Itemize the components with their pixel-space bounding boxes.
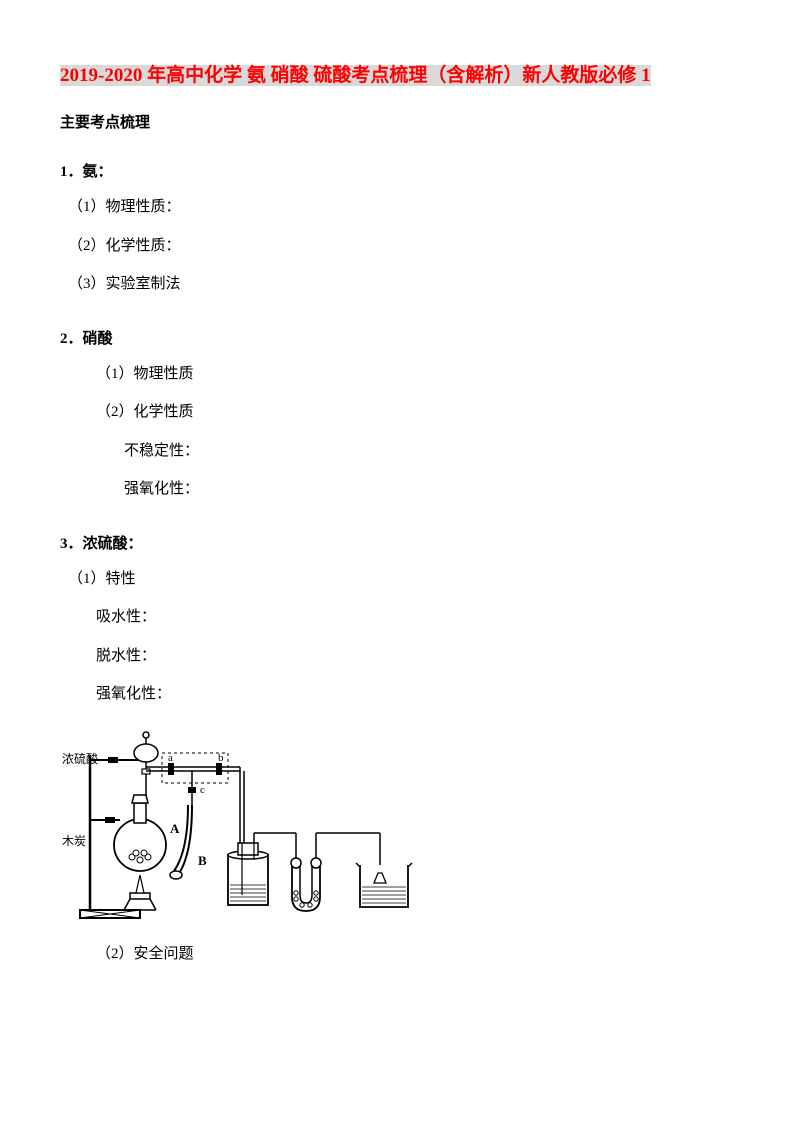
sec1-item2: （2）化学性质： (68, 232, 740, 261)
sec2-item4: 强氧化性： (124, 475, 740, 504)
section1-head: 1．氨： (60, 160, 740, 181)
sec3-item1: （1）特性 (68, 565, 740, 594)
sec3-after: （2）安全问题 (96, 942, 740, 963)
label-A: A (170, 821, 180, 836)
section3-head: 3．浓硫酸： (60, 532, 740, 553)
label-a: a (168, 752, 173, 764)
title-rest: 年高中化学 氨 硝酸 硫酸考点梳理（含解析）新人教版必修 1 (142, 65, 650, 86)
page-title: 2019-2020 年高中化学 氨 硝酸 硫酸考点梳理（含解析）新人教版必修 1 (60, 60, 740, 87)
label-carbon: 木炭 (62, 834, 86, 848)
label-B: B (198, 853, 207, 868)
label-b: b (218, 752, 224, 764)
apparatus-diagram: 浓硫酸 木炭 a b c A B (60, 725, 740, 930)
label-c: c (200, 784, 205, 796)
title-year: 2019-2020 (60, 65, 142, 86)
subtitle: 主要考点梳理 (60, 111, 740, 132)
sec3-item4: 强氧化性： (96, 680, 740, 709)
sec3-item2: 吸水性： (96, 603, 740, 632)
sec2-item1: （1）物理性质 (96, 360, 740, 389)
sec1-item1: （1）物理性质： (68, 193, 740, 222)
apparatus-svg: 浓硫酸 木炭 a b c A B (60, 725, 420, 925)
label-acid: 浓硫酸 (62, 751, 98, 766)
section2-head: 2．硝酸 (60, 327, 740, 348)
sec1-item3: （3）实验室制法 (68, 270, 740, 299)
sec2-item2: （2）化学性质 (96, 398, 740, 427)
sec3-item3: 脱水性： (96, 642, 740, 671)
sec2-item3: 不稳定性： (124, 437, 740, 466)
